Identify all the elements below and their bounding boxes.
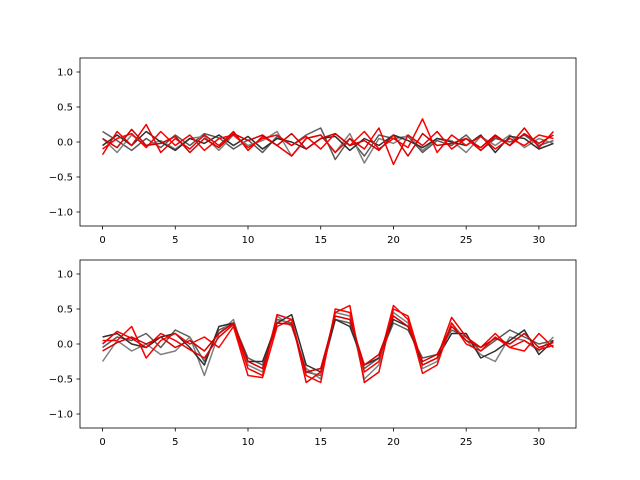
y-tick-label: −0.5 <box>49 173 73 184</box>
x-tick-label: 5 <box>172 235 178 246</box>
y-tick-label: 0.0 <box>57 340 73 351</box>
x-tick-label: 25 <box>460 235 473 246</box>
x-tick-label: 20 <box>387 437 400 448</box>
y-tick-label: −1.0 <box>49 410 73 421</box>
top-axes: 0 5 10 15 20 25 30 −1.0 −0.5 0.0 0.5 1.0 <box>49 57 577 246</box>
x-tick-label: 20 <box>387 235 400 246</box>
series-line-6 <box>102 315 554 373</box>
x-tick-label: 0 <box>99 235 105 246</box>
series-line-5 <box>102 304 554 384</box>
x-tick-label: 15 <box>314 437 327 448</box>
y-tick-label: 0.5 <box>57 305 73 316</box>
series-group <box>101 118 555 166</box>
x-tick-label: 0 <box>99 437 105 448</box>
x-tick-label: 30 <box>533 437 546 448</box>
x-tick-label: 10 <box>242 235 255 246</box>
x-tick-label: 30 <box>533 235 546 246</box>
series-line-3 <box>102 130 554 154</box>
x-tick-label: 15 <box>314 235 327 246</box>
y-tick-label: 1.0 <box>57 68 73 79</box>
series-line-6 <box>102 128 554 157</box>
y-tick-label: 1.0 <box>57 270 73 281</box>
series-line-4 <box>101 123 555 166</box>
bottom-axes: 0 5 10 15 20 25 30 −1.0 −0.5 0.0 0.5 1.0 <box>49 259 577 448</box>
series-line-5 <box>102 118 554 154</box>
y-tick-label: −1.0 <box>49 208 73 219</box>
series-group <box>101 304 554 384</box>
x-tick-label: 10 <box>242 437 255 448</box>
x-tick-label: 25 <box>460 437 473 448</box>
y-tick-label: 0.0 <box>57 138 73 149</box>
x-tick-label: 5 <box>172 437 178 448</box>
y-tick-label: −0.5 <box>49 375 73 386</box>
y-tick-label: 0.5 <box>57 103 73 114</box>
